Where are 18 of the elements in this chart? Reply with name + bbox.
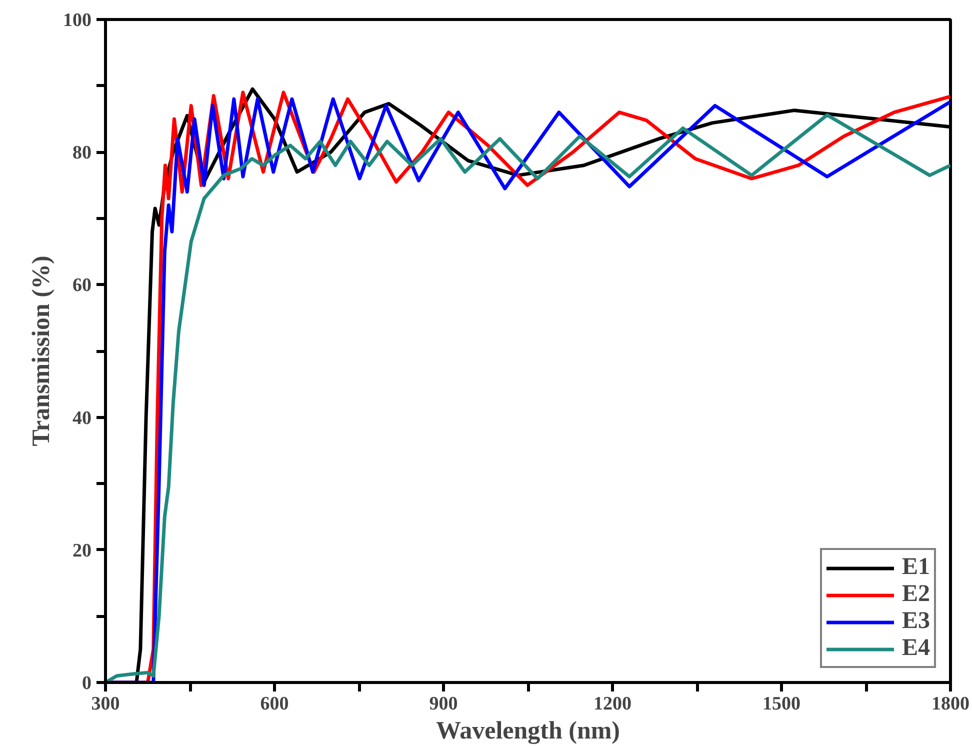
legend-label: E3 [902,608,930,635]
y-tick-label: 80 [72,142,92,164]
x-tick-label: 900 [429,694,458,714]
y-axis-title: Transmission (%) [28,256,55,446]
y-tick-label: 20 [72,540,92,562]
legend-label: E2 [902,581,930,608]
x-tick-label: 300 [91,694,120,714]
legend-label: E4 [902,635,930,662]
x-tick-label: 1500 [762,694,800,714]
y-tick-label: 40 [72,408,92,429]
x-axis-title: Wavelength (nm) [436,718,620,744]
y-tick-label: 0 [82,673,92,694]
x-tick-label: 1800 [932,694,970,714]
y-tick-label: 100 [63,10,92,31]
legend-label: E1 [902,554,930,581]
y-tick-label: 60 [72,275,92,296]
x-tick-label: 1200 [594,694,632,714]
x-tick-label: 600 [260,694,289,714]
